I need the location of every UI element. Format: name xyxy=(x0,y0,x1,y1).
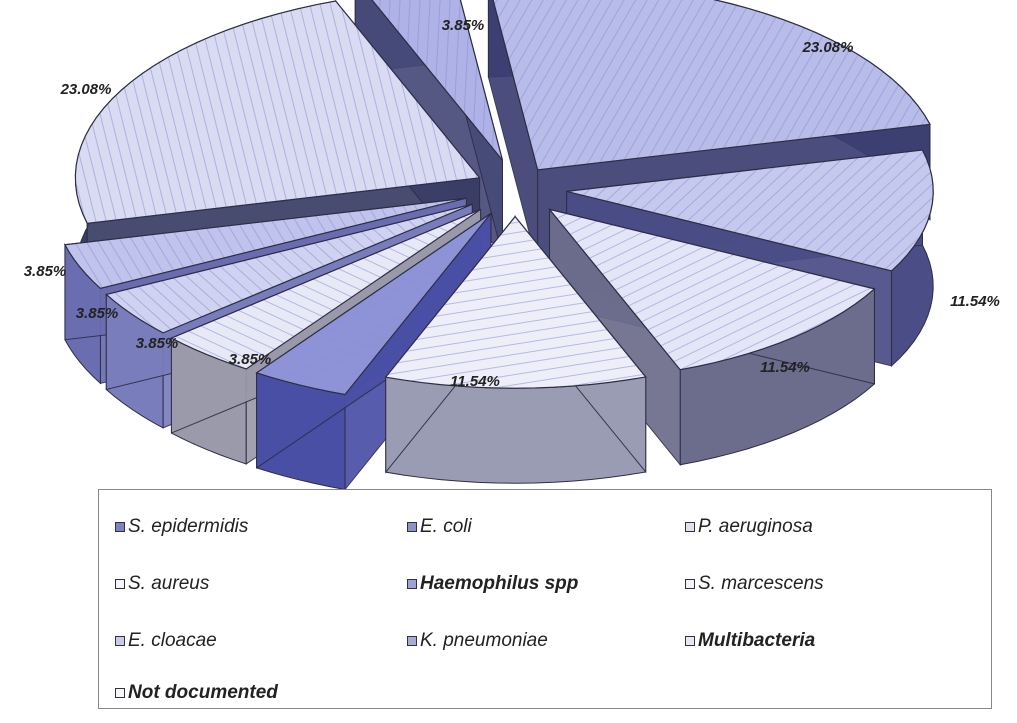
legend-label: K. pneumoniae xyxy=(420,630,548,651)
legend-item-not-documented: Not documented xyxy=(115,682,278,704)
slice-value-label: 3.85% xyxy=(442,17,485,34)
legend-item-haemophilus-spp: Haemophilus spp xyxy=(407,573,578,595)
pie-slice xyxy=(547,207,876,467)
legend-label: Not documented xyxy=(128,682,278,703)
legend-swatch xyxy=(685,522,695,532)
chart-legend: S. epidermidis E. coli P. aeruginosa S. … xyxy=(98,489,992,709)
legend-label: S. epidermidis xyxy=(128,516,249,537)
legend-item-e-coli: E. coli xyxy=(407,516,472,538)
legend-label: S. aureus xyxy=(128,573,210,594)
legend-label: Multibacteria xyxy=(698,630,816,651)
legend-label: P. aeruginosa xyxy=(698,516,813,537)
legend-swatch xyxy=(685,636,695,646)
legend-label: E. coli xyxy=(420,516,472,537)
legend-swatch xyxy=(115,688,125,698)
legend-swatch xyxy=(407,636,417,646)
legend-item-s-aureus: S. aureus xyxy=(115,573,209,595)
legend-item-k-pneumoniae: K. pneumoniae xyxy=(407,630,548,652)
legend-swatch xyxy=(115,522,125,532)
slice-value-label: 3.85% xyxy=(229,351,272,368)
legend-swatch xyxy=(115,636,125,646)
legend-swatch xyxy=(407,579,417,589)
slice-value-label: 11.54% xyxy=(450,373,500,390)
slice-value-label: 11.54% xyxy=(760,359,810,376)
legend-item-s-marcescens: S. marcescens xyxy=(685,573,824,595)
legend-label: Haemophilus spp xyxy=(420,573,579,594)
slice-value-label: 3.85% xyxy=(136,335,179,352)
legend-swatch xyxy=(115,579,125,589)
legend-label: E. cloacae xyxy=(128,630,217,651)
legend-swatch xyxy=(685,579,695,589)
legend-item-e-cloacae: E. cloacae xyxy=(115,630,217,652)
legend-item-p-aeruginosa: P. aeruginosa xyxy=(685,516,813,538)
legend-label: S. marcescens xyxy=(698,573,824,594)
slice-value-label: 11.54% xyxy=(950,293,1000,310)
legend-swatch xyxy=(407,522,417,532)
slice-value-label: 3.85% xyxy=(76,305,119,322)
slice-value-label: 23.08% xyxy=(60,81,112,98)
pie-slice xyxy=(384,215,647,484)
legend-item-s-epidermidis: S. epidermidis xyxy=(115,516,248,538)
slice-value-label: 3.85% xyxy=(24,263,67,280)
legend-item-multibacteria: Multibacteria xyxy=(685,630,815,652)
slice-value-label: 23.08% xyxy=(802,39,854,56)
